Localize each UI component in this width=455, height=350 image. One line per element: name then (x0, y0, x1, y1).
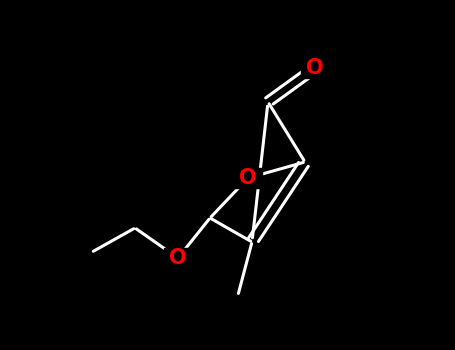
Bar (234, 168, 262, 188)
Bar (164, 248, 192, 268)
Text: O: O (306, 58, 324, 78)
Text: O: O (239, 168, 257, 188)
Bar (301, 58, 329, 78)
Text: O: O (169, 248, 187, 268)
